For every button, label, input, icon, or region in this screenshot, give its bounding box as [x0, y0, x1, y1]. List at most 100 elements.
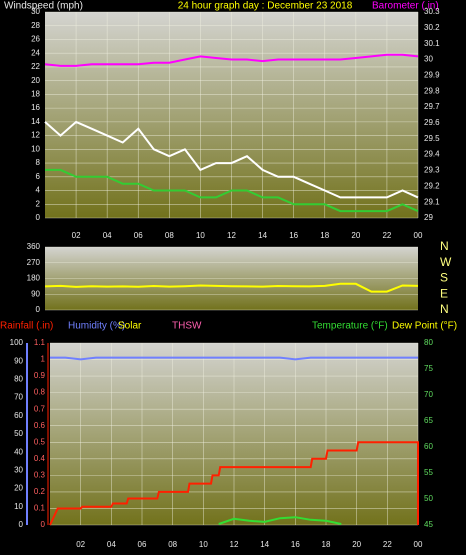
y3-tick-label: 20: [14, 484, 23, 493]
y-tick-label: 0.3: [34, 470, 46, 479]
y-tick-label: 0.8: [34, 388, 46, 397]
series-line: [44, 282, 419, 293]
y3-tick-label: 80: [14, 375, 23, 384]
y-tick-label: 180: [27, 274, 41, 283]
y-tick-label: 22: [31, 62, 40, 71]
y2-tick-label: 30.2: [424, 23, 440, 32]
y-tick-label: 8: [36, 158, 41, 167]
y-tick-label: 10: [31, 144, 40, 153]
x-tick-label: 06: [138, 540, 147, 549]
y-tick-label: 30: [31, 7, 40, 16]
x-tick-label: 04: [103, 231, 112, 240]
x-tick-label: 14: [260, 540, 269, 549]
x-tick-label: 12: [227, 231, 236, 240]
y-tick-label: 0: [41, 520, 46, 529]
y3-tick-label: 40: [14, 447, 23, 456]
legend-label: Rainfall (.in): [0, 321, 53, 332]
y2-tick-label: 29: [424, 213, 433, 222]
y-tick-label: 0.7: [34, 404, 46, 413]
y-tick-label: 90: [31, 289, 40, 298]
y2-tick-label: 29.9: [424, 70, 440, 79]
x-tick-label: 00: [414, 231, 423, 240]
y2-tick-label: 80: [424, 338, 433, 347]
y-tick-label: 0.4: [34, 454, 46, 463]
y3-tick-label: 0: [19, 520, 24, 529]
x-tick-label: 04: [107, 540, 116, 549]
y2-tick-label: 29.1: [424, 197, 440, 206]
y2-tick-label: 29.2: [424, 181, 440, 190]
barometer-axis-title: Barometer (.in): [372, 1, 439, 12]
y-tick-label: 0.2: [34, 487, 46, 496]
y2-tick-label: 75: [424, 364, 433, 373]
x-tick-label: 00: [414, 540, 423, 549]
y2-tick-label: N: [440, 302, 449, 316]
y-tick-label: 0: [36, 213, 41, 222]
legend-label: Humidity (%): [68, 321, 125, 332]
y3-tick-label: 90: [14, 356, 23, 365]
y-tick-label: 14: [31, 117, 40, 126]
y-tick-label: 0.1: [34, 504, 46, 513]
y-tick-label: 26: [31, 35, 40, 44]
y2-tick-label: 55: [424, 468, 433, 477]
y-tick-label: 0.6: [34, 421, 46, 430]
x-tick-label: 02: [72, 231, 81, 240]
y-tick-label: 6: [36, 172, 41, 181]
y-tick-label: 28: [31, 21, 40, 30]
y2-tick-label: N: [440, 239, 449, 253]
series-line: [44, 120, 419, 199]
y3-tick-label: 70: [14, 393, 23, 402]
series-line: [50, 356, 418, 361]
y2-tick-label: W: [440, 255, 452, 269]
y-tick-label: 360: [27, 242, 41, 251]
y2-tick-label: 29.7: [424, 102, 440, 111]
y-tick-label: 0: [36, 305, 41, 314]
y2-tick-label: 29.6: [424, 118, 440, 127]
chart-title: 24 hour graph day : December 23 2018: [178, 1, 353, 12]
x-tick-label: 08: [168, 540, 177, 549]
series-line: [218, 516, 342, 525]
x-tick-label: 16: [291, 540, 300, 549]
y3-tick-label: 100: [10, 338, 24, 347]
y3-tick-label: 50: [14, 429, 23, 438]
x-tick-label: 12: [230, 540, 239, 549]
y2-tick-label: 45: [424, 520, 433, 529]
y2-tick-label: 30: [424, 55, 433, 64]
y2-tick-label: 30.1: [424, 39, 440, 48]
y2-tick-label: E: [440, 286, 448, 300]
x-tick-label: 06: [134, 231, 143, 240]
y2-tick-label: S: [440, 271, 448, 285]
y2-tick-label: 65: [424, 416, 433, 425]
y2-tick-label: 29.5: [424, 134, 440, 143]
y-tick-label: 24: [31, 48, 40, 57]
series-line: [45, 168, 419, 213]
legend-label: Temperature (°F): [312, 321, 388, 332]
y-tick-label: 18: [31, 90, 40, 99]
y3-tick-label: 10: [14, 502, 23, 511]
y-tick-label: 1.1: [34, 338, 46, 347]
y2-tick-label: 30.3: [424, 7, 440, 16]
y-tick-label: 20: [31, 76, 40, 85]
x-tick-label: 18: [322, 540, 331, 549]
y-tick-label: 0.5: [34, 437, 46, 446]
legend-label: Solar: [118, 321, 142, 332]
x-tick-label: 08: [165, 231, 174, 240]
series-line: [44, 53, 419, 67]
x-tick-label: 22: [383, 540, 392, 549]
y2-tick-label: 50: [424, 494, 433, 503]
y-tick-label: 1: [41, 355, 46, 364]
x-tick-label: 16: [289, 231, 298, 240]
y2-tick-label: 29.8: [424, 86, 440, 95]
y2-tick-label: 29.3: [424, 166, 440, 175]
y-tick-label: 4: [36, 186, 41, 195]
wind-axis-title: Windspeed (mph): [4, 1, 83, 12]
legend-label: Dew Point (°F): [392, 321, 457, 332]
x-tick-label: 10: [199, 540, 208, 549]
y3-tick-label: 30: [14, 466, 23, 475]
x-tick-label: 10: [196, 231, 205, 240]
x-tick-label: 02: [76, 540, 85, 549]
x-tick-label: 20: [351, 231, 360, 240]
series-line: [49, 441, 419, 526]
y-tick-label: 0.9: [34, 371, 46, 380]
y2-tick-label: 60: [424, 442, 433, 451]
